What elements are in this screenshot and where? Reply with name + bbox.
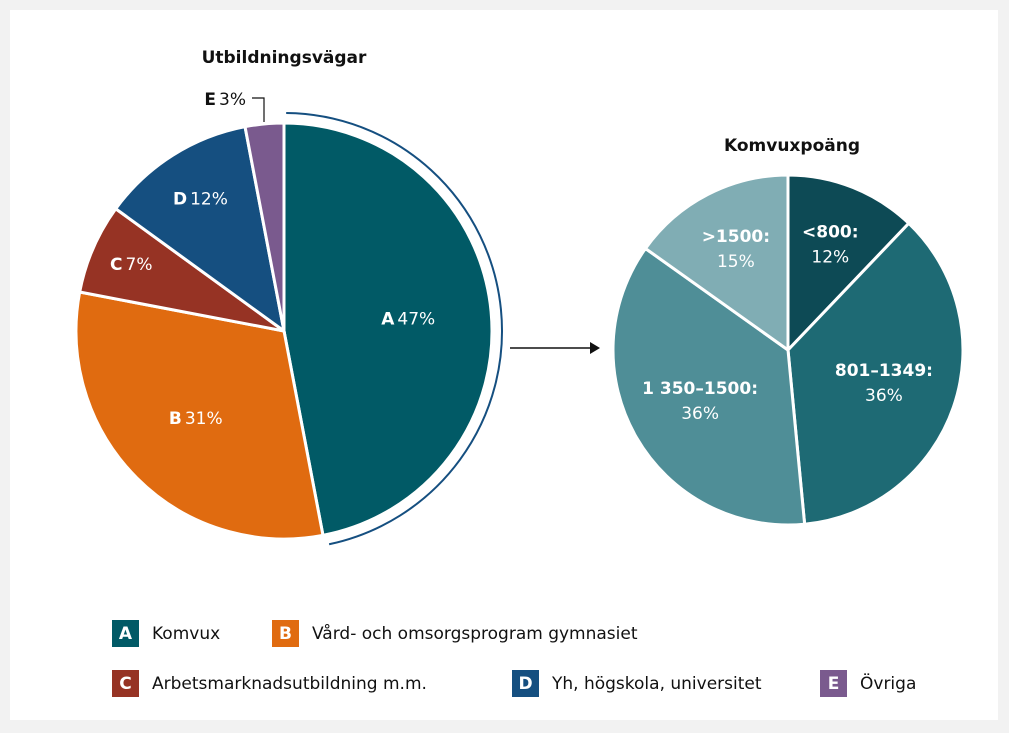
pie-slice [282, 121, 494, 538]
slice-label: B 31% [169, 409, 223, 429]
legend-swatch [820, 670, 847, 697]
chart-title: Komvuxpoäng [724, 136, 860, 156]
slice-value: 12% [190, 189, 228, 209]
pie-slice [74, 290, 325, 541]
pie-slice [786, 173, 911, 354]
slice-category: <800: [802, 222, 859, 242]
slice-value: 15% [717, 252, 755, 272]
legend-swatch [272, 620, 299, 647]
slice-category: >1500: [702, 227, 770, 247]
legend-key: C [119, 674, 131, 694]
slice-value: 47% [397, 309, 435, 329]
slice-value: 12% [811, 247, 849, 267]
slice-label: D 12% [173, 189, 228, 209]
slice-value: 3% [219, 90, 246, 110]
slice-value: 31% [185, 409, 223, 429]
slice-value: 7% [126, 255, 153, 275]
slice-category: C [110, 255, 122, 275]
legend-swatch [112, 670, 139, 697]
legend-label: Yh, högskola, universitet [551, 674, 762, 694]
slice-label: A 47% [381, 309, 435, 329]
slice-category: 801–1349: [835, 361, 933, 381]
legend-label: Övriga [860, 672, 916, 694]
legend-label: Vård- och omsorgsprogram gymnasiet [312, 623, 638, 644]
slice-category: 1 350–1500: [642, 379, 758, 399]
slice-label: E 3% [204, 90, 246, 110]
slice-category: E [204, 90, 216, 110]
legend-key: B [279, 624, 292, 644]
slice-value: 36% [865, 386, 903, 406]
slice-value: 36% [681, 404, 719, 424]
slice-label: C 7% [110, 255, 152, 275]
legend-swatch [512, 670, 539, 697]
legend-label: Komvux [152, 624, 220, 644]
chart-title: Utbildningsvägar [202, 48, 367, 68]
leader-line [252, 97, 265, 122]
pie-slice [113, 124, 287, 335]
pie-slice [611, 246, 807, 527]
pie-slice [786, 221, 965, 526]
legend-key: E [828, 674, 840, 694]
legend-key: D [518, 674, 532, 694]
legend-swatch [112, 620, 139, 647]
slice-category: A [381, 309, 395, 329]
slice-category: D [173, 189, 187, 209]
pie-slice [643, 173, 790, 353]
legend-label: Arbetsmarknadsutbildning m.m. [152, 674, 427, 694]
highlight-arc [286, 112, 503, 546]
legend-key: A [119, 624, 133, 644]
pie-slice [243, 121, 286, 332]
arrow-head [590, 342, 600, 354]
slice-category: B [169, 409, 182, 429]
